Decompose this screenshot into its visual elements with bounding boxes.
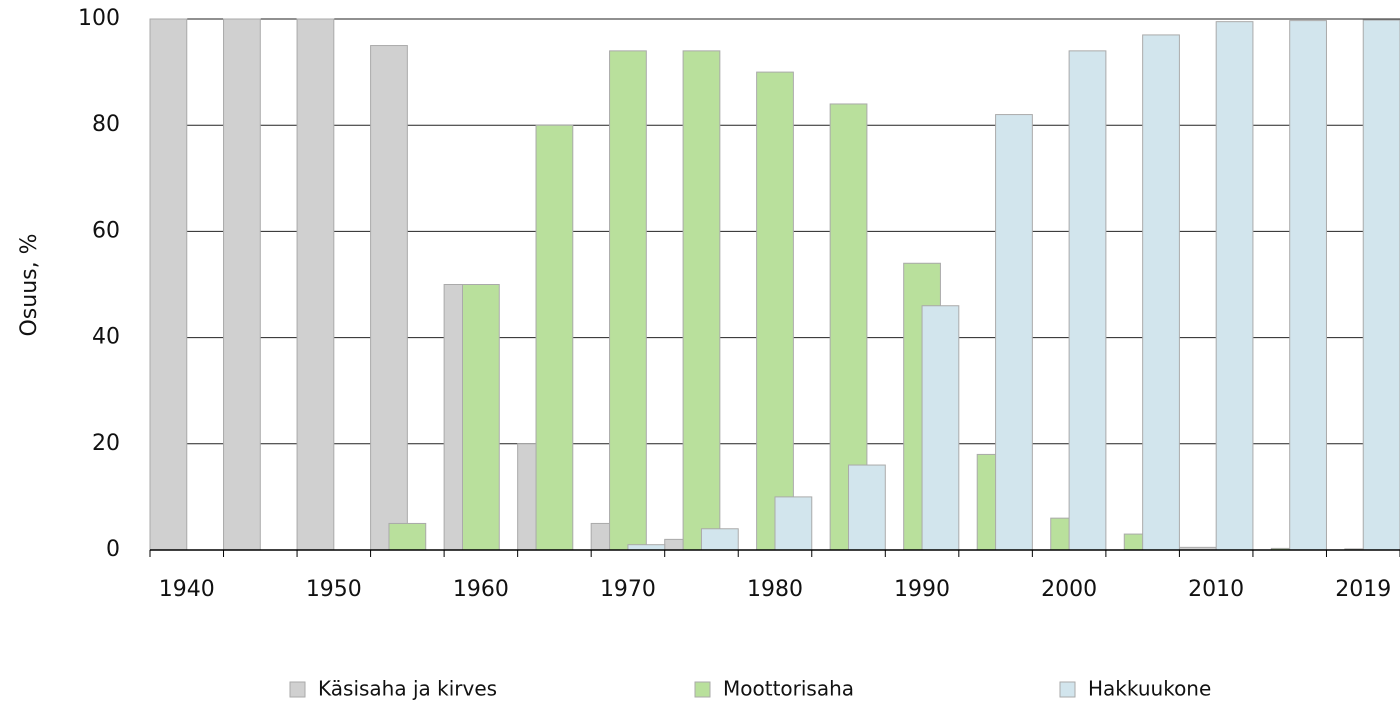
x-tick-label: 1940 (159, 577, 215, 602)
x-tick-label: 1980 (747, 577, 803, 602)
bar (627, 544, 666, 551)
bar (682, 50, 721, 551)
x-tick-label: 2019 (1335, 577, 1391, 602)
y-axis-label: Osuus, % (17, 233, 42, 336)
bar (1068, 50, 1107, 551)
bar (388, 522, 427, 551)
bar (370, 45, 408, 551)
bar (296, 18, 335, 551)
bar (149, 18, 188, 551)
bar (609, 50, 647, 551)
legend-label: Moottorisaha (723, 677, 854, 701)
x-tick-label: 2000 (1041, 577, 1097, 602)
legend-swatch (1059, 681, 1076, 698)
bar (535, 124, 574, 551)
bar (921, 305, 960, 551)
x-tick-label: 1970 (600, 577, 656, 602)
legend-label: Hakkuukone (1088, 677, 1211, 701)
x-tick-label: 1950 (306, 577, 362, 602)
bar (1215, 21, 1254, 551)
legend-swatch (694, 681, 711, 698)
x-tick-label: 1960 (453, 577, 509, 602)
bar (1362, 19, 1400, 551)
y-tick-label: 80 (92, 112, 120, 137)
x-tick-label: 2010 (1188, 577, 1244, 602)
bar (1289, 20, 1327, 551)
bar (848, 464, 886, 551)
bar (223, 18, 261, 551)
bar (995, 114, 1033, 551)
y-tick-label: 0 (106, 537, 120, 562)
bar (700, 528, 739, 551)
bar (462, 284, 500, 551)
x-tick-label: 1990 (894, 577, 950, 602)
legend-label: Käsisaha ja kirves (318, 677, 497, 701)
bar (1142, 34, 1180, 551)
y-tick-label: 100 (78, 6, 120, 31)
bar (774, 496, 813, 551)
legend-swatch (289, 681, 306, 698)
y-tick-label: 20 (92, 431, 120, 456)
y-tick-label: 60 (92, 218, 120, 243)
bar (756, 71, 794, 551)
y-tick-label: 40 (92, 325, 120, 350)
